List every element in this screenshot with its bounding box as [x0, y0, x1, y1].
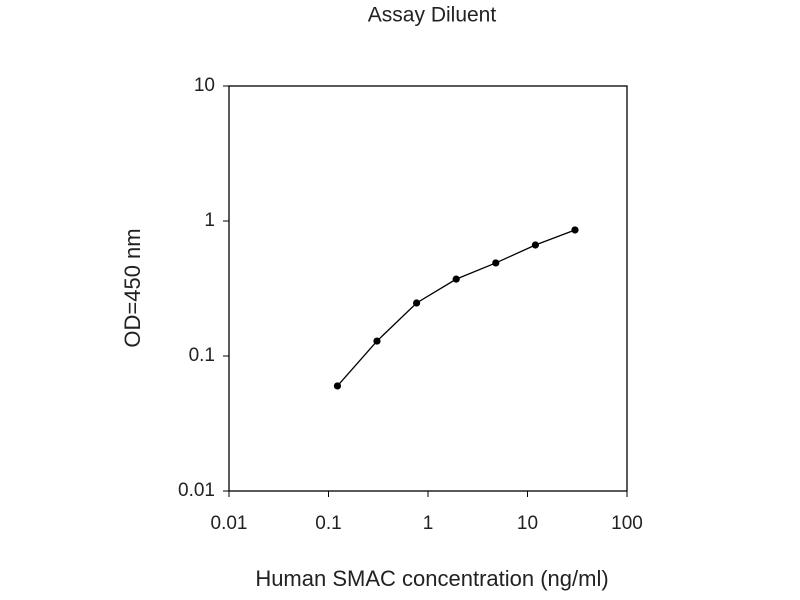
- y-axis-label: OD=450 nm: [120, 228, 145, 347]
- x-tick-label: 100: [611, 513, 643, 534]
- data-point: [492, 259, 500, 267]
- y-tick-label: 10: [194, 75, 215, 96]
- x-tick-label: 0.1: [315, 513, 341, 534]
- x-tick-label: 1: [423, 513, 434, 534]
- data-point: [531, 241, 539, 249]
- x-axis-label: Human SMAC concentration (ng/ml): [255, 566, 608, 591]
- x-tick-label: 10: [517, 513, 538, 534]
- y-tick-label: 0.01: [178, 480, 215, 501]
- data-point: [452, 275, 460, 283]
- plot-frame: [228, 85, 628, 492]
- data-point: [333, 382, 342, 390]
- data-point: [571, 226, 579, 234]
- x-tick-label: 0.01: [211, 513, 248, 534]
- y-tick-label: 1: [204, 210, 215, 231]
- y-tick-label: 0.1: [189, 345, 215, 366]
- data-line: [336, 229, 576, 387]
- data-point: [412, 299, 421, 307]
- chart-title: Assay Diluent: [368, 4, 497, 27]
- data-point: [373, 337, 381, 345]
